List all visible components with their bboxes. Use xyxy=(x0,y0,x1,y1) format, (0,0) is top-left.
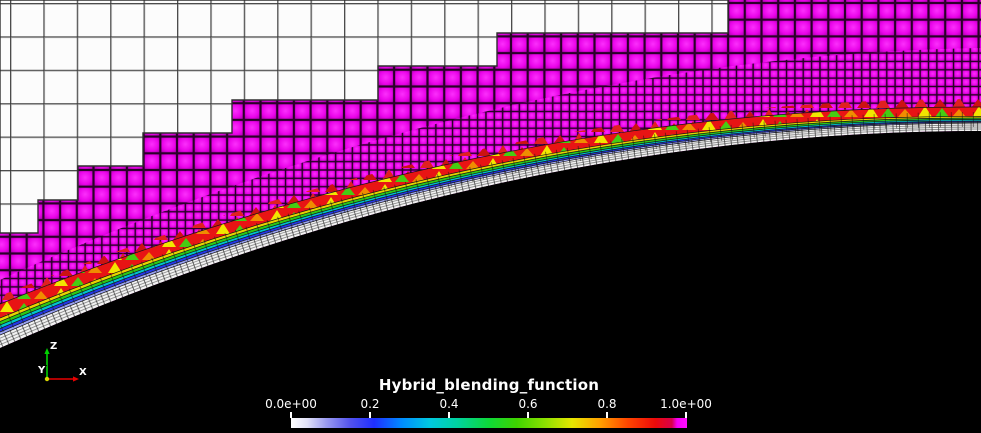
z-axis-label: Z xyxy=(50,341,57,352)
stripe-separators xyxy=(0,106,981,336)
orientation-axes-widget[interactable]: Z X Y xyxy=(36,340,88,382)
prism-layer-line xyxy=(0,128,981,346)
coarse-white-mesh-region xyxy=(0,0,729,234)
body-surface xyxy=(0,131,981,433)
z-axis-arrowhead-icon xyxy=(44,348,50,354)
prism-layer-line xyxy=(0,124,981,339)
prism-layer-line xyxy=(0,126,981,342)
x-axis-arrowhead-icon xyxy=(73,376,79,382)
y-axis-label: Y xyxy=(37,365,46,376)
y-axis-origin-dot xyxy=(44,376,50,382)
x-axis-label: X xyxy=(79,367,87,378)
